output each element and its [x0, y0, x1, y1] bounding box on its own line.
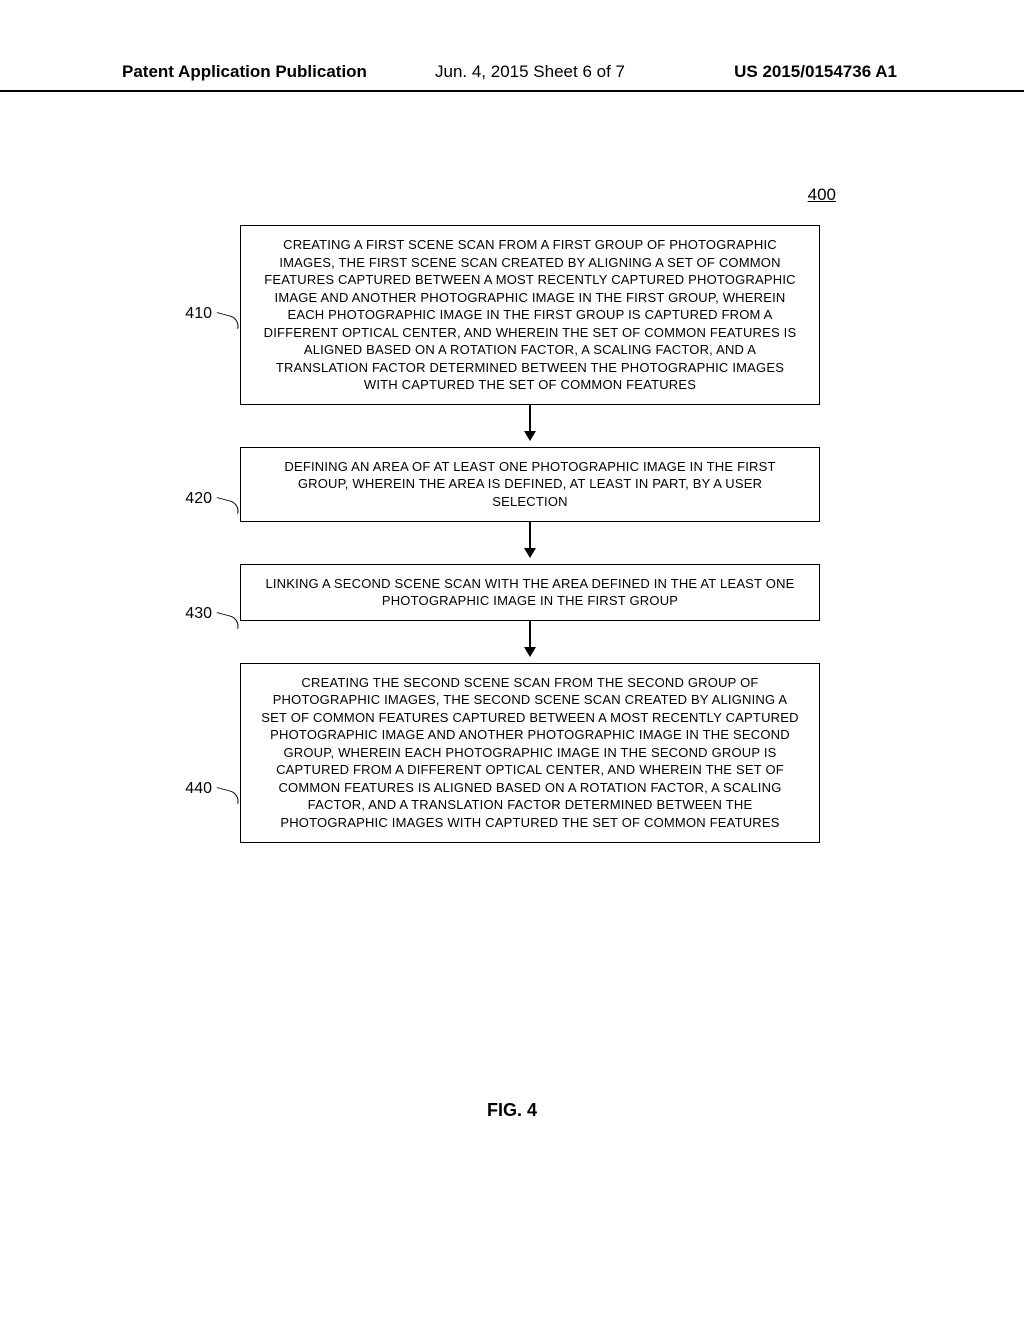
- header-left: Patent Application Publication: [122, 62, 367, 82]
- header-right: US 2015/0154736 A1: [734, 62, 897, 82]
- flow-box-410: CREATING A FIRST SCENE SCAN FROM A FIRST…: [240, 225, 820, 405]
- flow-box-440: CREATING THE SECOND SCENE SCAN FROM THE …: [240, 663, 820, 843]
- callout-420: 420: [162, 490, 212, 508]
- page: Patent Application Publication Jun. 4, 2…: [0, 0, 1024, 1320]
- callout-430: 430: [162, 605, 212, 623]
- flow-box-430: LINKING A SECOND SCENE SCAN WITH THE ARE…: [240, 564, 820, 621]
- flowchart: CREATING A FIRST SCENE SCAN FROM A FIRST…: [240, 225, 820, 843]
- flow-arrow-2: [240, 522, 820, 564]
- callout-410: 410: [162, 305, 212, 323]
- arrow-stem-icon: [529, 522, 531, 550]
- header-center: Jun. 4, 2015 Sheet 6 of 7: [435, 62, 625, 82]
- header-rule: [0, 90, 1024, 92]
- callout-440: 440: [162, 780, 212, 798]
- flow-arrow-3: [240, 621, 820, 663]
- arrow-stem-icon: [529, 621, 531, 649]
- flow-box-420: DEFINING AN AREA OF AT LEAST ONE PHOTOGR…: [240, 447, 820, 522]
- arrow-head-icon: [524, 647, 536, 657]
- arrow-stem-icon: [529, 405, 531, 433]
- arrow-head-icon: [524, 548, 536, 558]
- flow-arrow-1: [240, 405, 820, 447]
- figure-label: FIG. 4: [0, 1100, 1024, 1121]
- figure-reference-number: 400: [808, 185, 836, 205]
- flowchart-inner: CREATING A FIRST SCENE SCAN FROM A FIRST…: [240, 225, 820, 843]
- arrow-head-icon: [524, 431, 536, 441]
